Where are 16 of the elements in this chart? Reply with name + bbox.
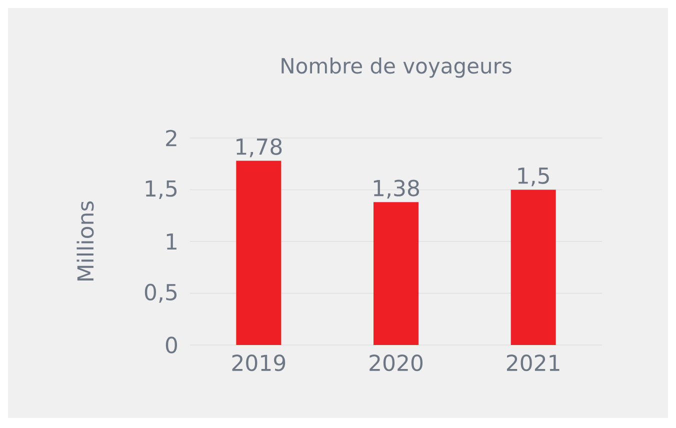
x-tick-label: 2021 [506, 354, 560, 372]
y-tick-label: 1 [166, 233, 176, 250]
bar [510, 190, 556, 345]
data-label: 1,38 [374, 180, 419, 199]
data-label: 1,5 [518, 168, 549, 186]
x-tick-label: 2019 [232, 354, 286, 372]
y-tick-label: 1,5 [146, 180, 177, 200]
y-tick-label: 0 [166, 336, 178, 354]
x-tick-label: 2020 [370, 354, 423, 372]
data-label: 1,78 [236, 138, 282, 158]
y-tick-label: 2 [166, 130, 176, 146]
bar [236, 160, 282, 345]
y-tick-label: 0,5 [144, 284, 177, 303]
y-axis-title: Millions [76, 201, 94, 280]
chart-title: Nombre de voyageurs [282, 57, 512, 78]
bar [374, 202, 419, 345]
